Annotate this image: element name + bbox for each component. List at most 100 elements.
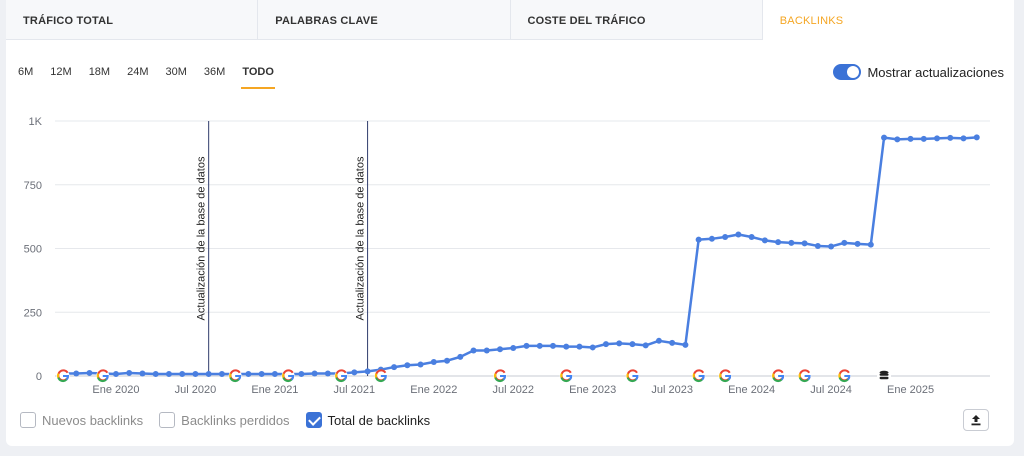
google-icon-arc-blue [341, 375, 348, 381]
data-point [748, 234, 755, 241]
data-point [391, 364, 398, 371]
y-tick-label: 1K [29, 116, 43, 128]
tab-trafico-total[interactable]: TRÁFICO TOTAL [6, 0, 259, 39]
show-updates-toggle[interactable] [833, 64, 862, 80]
data-point [510, 344, 517, 351]
data-point [602, 341, 609, 348]
period-12m[interactable]: 12M [50, 66, 72, 78]
data-point [298, 370, 305, 377]
legend-nuevos-backlinks[interactable]: Nuevos backlinks [20, 412, 143, 428]
database-icon-top [879, 370, 889, 375]
google-icon-arc-blue [102, 375, 109, 381]
legend-label: Total de backlinks [327, 412, 431, 428]
data-point [669, 339, 676, 346]
data-point [563, 343, 570, 350]
google-icon [334, 369, 348, 383]
data-point [920, 135, 927, 142]
y-tick-label: 250 [24, 307, 42, 319]
period-30m[interactable]: 30M [165, 66, 187, 78]
google-icon [281, 369, 295, 383]
google-icon-arc-yellow [494, 373, 497, 378]
data-point [867, 241, 874, 248]
data-point [152, 370, 159, 377]
google-icon [96, 369, 110, 383]
export-upload-icon [971, 415, 981, 426]
data-point [457, 353, 464, 360]
data-point [629, 341, 636, 348]
data-point [655, 337, 662, 344]
google-icon-arc-green [772, 377, 783, 383]
nuevos-backlinks-checkbox[interactable] [20, 412, 36, 428]
update-markers [56, 369, 892, 383]
google-icon-arc-green [798, 377, 809, 383]
data-point [205, 370, 212, 377]
google-icon-arc-green [719, 377, 730, 383]
google-icon [837, 369, 851, 383]
legend-backlinks-perdidos[interactable]: Backlinks perdidos [159, 412, 290, 428]
data-point [642, 342, 649, 349]
data-point [576, 343, 583, 350]
database-update-label: Actualización de la base de datos [355, 156, 367, 320]
x-tick-label: Ene 2023 [569, 384, 616, 396]
data-point [828, 243, 835, 250]
chart-legend: Nuevos backlinks Backlinks perdidos Tota… [20, 412, 446, 428]
google-icon-arc-blue [63, 375, 70, 381]
metric-tabs: TRÁFICO TOTAL PALABRAS CLAVE COSTE DEL T… [6, 0, 1014, 41]
data-point [86, 369, 93, 376]
database-update-label: Actualización de la base de datos [196, 156, 208, 320]
google-icon-arc-blue [632, 375, 639, 381]
x-tick-label: Jul 2024 [810, 384, 852, 396]
data-point [112, 370, 119, 377]
data-point [616, 340, 623, 347]
google-icon-arc-yellow [626, 373, 629, 378]
google-icon [374, 369, 388, 383]
data-point [761, 237, 768, 244]
google-icon-arc-blue [698, 375, 705, 381]
x-axis-labels: Ene 2020 Jul 2020 Ene 2021 Jul 2021 Ene 2022… [92, 384, 934, 396]
data-point [364, 368, 371, 375]
x-tick-label: Ene 2022 [410, 384, 457, 396]
x-tick-label: Ene 2025 [887, 384, 934, 396]
period-18m[interactable]: 18M [88, 66, 111, 78]
data-point [404, 362, 411, 369]
data-point [73, 370, 80, 377]
google-icon [56, 369, 70, 383]
data-point [735, 231, 742, 238]
y-tick-label: 500 [24, 244, 42, 256]
google-icon-arc-green [282, 377, 293, 383]
legend-total-backlinks[interactable]: Total de backlinks [305, 412, 431, 428]
x-tick-label: Ene 2021 [251, 384, 298, 396]
tab-backlinks[interactable]: BACKLINKS [762, 0, 1014, 41]
data-point [179, 370, 186, 377]
period-6m[interactable]: 6M [18, 66, 34, 78]
data-point [430, 358, 437, 365]
tab-palabras-clave[interactable]: PALABRAS CLAVE [258, 0, 511, 39]
data-point [801, 240, 808, 247]
data-point [444, 357, 451, 364]
data-point [682, 341, 689, 348]
google-icon-arc-green [626, 377, 637, 383]
series-line [63, 136, 977, 376]
google-icon [798, 369, 812, 383]
data-point [483, 347, 490, 354]
google-icon-arc-green [229, 377, 240, 383]
data-point [907, 135, 914, 142]
google-icon-arc-blue [566, 375, 573, 381]
data-point [722, 234, 729, 241]
period-24m[interactable]: 24M [127, 66, 149, 78]
y-tick-label: 0 [36, 371, 42, 383]
total-backlinks-checkbox[interactable] [305, 412, 322, 428]
period-todo[interactable]: TODO [241, 66, 275, 89]
export-button[interactable] [963, 409, 989, 431]
period-36m[interactable]: 36M [203, 66, 226, 78]
google-icon-arc-green [57, 377, 68, 383]
google-icon [771, 369, 785, 383]
data-point [894, 136, 901, 143]
tab-coste-trafico[interactable]: COSTE DEL TRÁFICO [511, 0, 763, 39]
data-point [973, 134, 980, 141]
backlinks-perdidos-checkbox[interactable] [159, 412, 176, 428]
y-tick-label: 750 [24, 180, 42, 192]
google-icon [625, 369, 639, 383]
google-icon-arc-yellow [560, 373, 563, 378]
